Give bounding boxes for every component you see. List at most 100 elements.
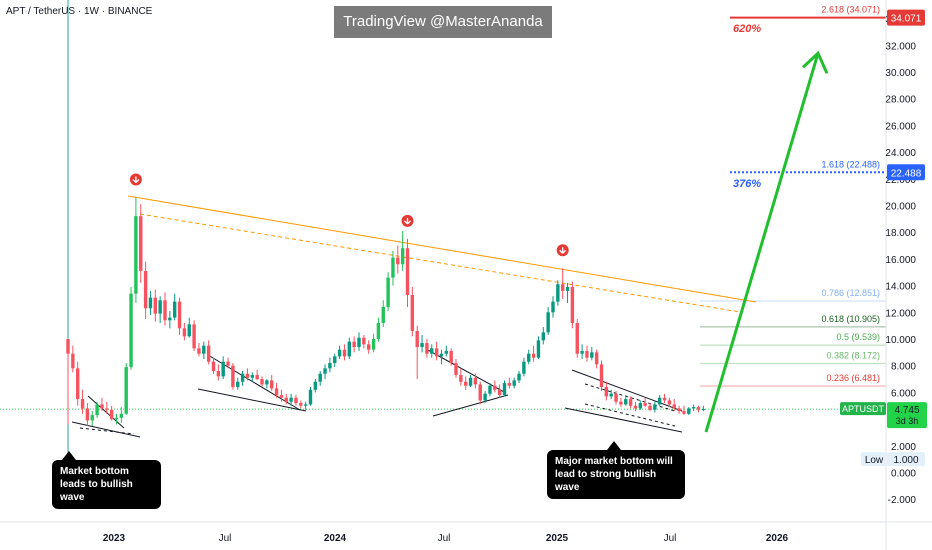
- price-tick-label: 0.000: [891, 469, 916, 480]
- fib-level-label: 2.618 (34.071): [821, 5, 880, 15]
- candle-body: [556, 284, 560, 302]
- candle-body: [284, 397, 288, 402]
- candle-body: [483, 393, 487, 401]
- price-tag: [887, 9, 925, 26]
- candle-body: [619, 401, 623, 405]
- wedge-upper-line: [87, 395, 125, 429]
- candle-body: [289, 397, 293, 402]
- candle-body: [653, 404, 657, 410]
- candle-body: [66, 339, 70, 354]
- candle-body: [71, 353, 75, 369]
- candle-body: [231, 365, 235, 388]
- price-tag-text: 34.071: [891, 14, 922, 25]
- sell-markers: [129, 173, 569, 257]
- price-axis[interactable]: 34.00032.00030.00028.00026.00024.00022.0…: [840, 0, 927, 550]
- candle-body: [449, 351, 453, 364]
- candle-body: [313, 381, 318, 390]
- price-tick-label: 6.000: [891, 388, 916, 399]
- candle-body: [396, 257, 400, 265]
- current-price-text: 4.745: [894, 405, 919, 416]
- candle-body: [182, 328, 187, 337]
- candle-body: [158, 300, 162, 314]
- candle-body: [303, 404, 308, 406]
- callout-right-line2: lead to strong bullish wave: [555, 469, 657, 493]
- fib-level-label: 0.5 (9.539): [836, 332, 880, 342]
- price-tick-label: 18.000: [885, 228, 916, 239]
- time-axis[interactable]: 2023 Jul 2024 Jul 2025 Jul 2026: [0, 521, 932, 544]
- price-tick-label: 32.000: [885, 41, 916, 52]
- pct-label-620: 620%: [733, 23, 761, 35]
- fibonacci-levels: 2.618 (34.071) 1.618 (22.488) 0.786 (12.85…: [700, 5, 886, 387]
- candle-body: [493, 385, 497, 390]
- candle-body: [561, 284, 565, 291]
- candle-body: [260, 379, 264, 385]
- candle-body: [381, 306, 385, 323]
- symbol-title: APT / TetherUS · 1W · BINANCE: [6, 6, 153, 17]
- candle-body: [541, 332, 545, 341]
- candle-body: [202, 345, 206, 354]
- candle-body: [192, 324, 196, 349]
- candle-body: [594, 352, 599, 365]
- candle-body: [294, 397, 298, 404]
- candle-body: [391, 257, 395, 278]
- candle-body: [197, 348, 201, 354]
- candle-body: [434, 348, 439, 357]
- time-tick-label: Jul: [438, 533, 451, 544]
- time-tick-label: 2025: [546, 533, 569, 544]
- candle-body: [454, 363, 458, 376]
- candle-body: [628, 399, 633, 406]
- candle-body: [565, 286, 570, 291]
- price-tick-label: 10.000: [885, 335, 916, 346]
- candle-body: [328, 363, 332, 369]
- callout-major-bottom: Major market bottom will lead to strong …: [547, 441, 685, 499]
- candle-body: [279, 395, 284, 398]
- ticker-tag: [840, 402, 886, 416]
- candle-body: [502, 383, 507, 396]
- candle-body: [701, 409, 706, 411]
- low-price-text: 1.000: [893, 455, 918, 466]
- candle-body: [386, 277, 390, 307]
- candle-body: [691, 407, 696, 409]
- sell-arrow-icon: [132, 176, 140, 183]
- candle-body: [546, 312, 550, 333]
- wedge-lower-line: [71, 421, 141, 438]
- candle-body: [240, 373, 245, 382]
- wedge-lower-line: [197, 388, 307, 412]
- candle-body: [367, 344, 371, 350]
- candle-body: [168, 317, 172, 321]
- candle-body: [604, 387, 609, 397]
- price-tick-label: 2.000: [891, 442, 916, 453]
- wedge-dashed-line: [584, 383, 676, 412]
- descending-trendline-dashed: [139, 213, 741, 313]
- candle-body: [177, 301, 182, 329]
- low-tag: [861, 452, 886, 467]
- countdown-text: 3d 3h: [896, 416, 919, 426]
- projection-arrowhead-icon: [801, 50, 829, 74]
- candle-body: [318, 373, 322, 382]
- wedge-upper-line: [425, 348, 507, 394]
- candle-body: [134, 216, 138, 294]
- candle-body: [105, 408, 109, 410]
- candle-body: [124, 367, 128, 414]
- candlesticks: [66, 197, 706, 426]
- candle-body: [527, 353, 531, 362]
- candle-body: [696, 407, 701, 410]
- candle-body: [609, 393, 613, 397]
- candle-body: [400, 248, 405, 265]
- price-tag-text: 22.488: [891, 168, 922, 179]
- candle-body: [570, 286, 575, 323]
- candle-body: [250, 375, 254, 378]
- candle-body: [308, 389, 313, 405]
- candle-body: [371, 339, 376, 350]
- candle-body: [211, 361, 216, 372]
- fib-level-label: 1.618 (22.488): [821, 159, 880, 169]
- fib-level-label: 0.382 (8.172): [826, 350, 880, 360]
- candle-body: [580, 351, 584, 354]
- candle-body: [129, 293, 133, 368]
- annotations: 620% 376%: [704, 23, 829, 433]
- candle-body: [95, 404, 99, 416]
- candle-body: [270, 380, 274, 389]
- descending-trendline: [127, 195, 757, 303]
- ticker-tag-text: APTUSDT: [842, 404, 885, 414]
